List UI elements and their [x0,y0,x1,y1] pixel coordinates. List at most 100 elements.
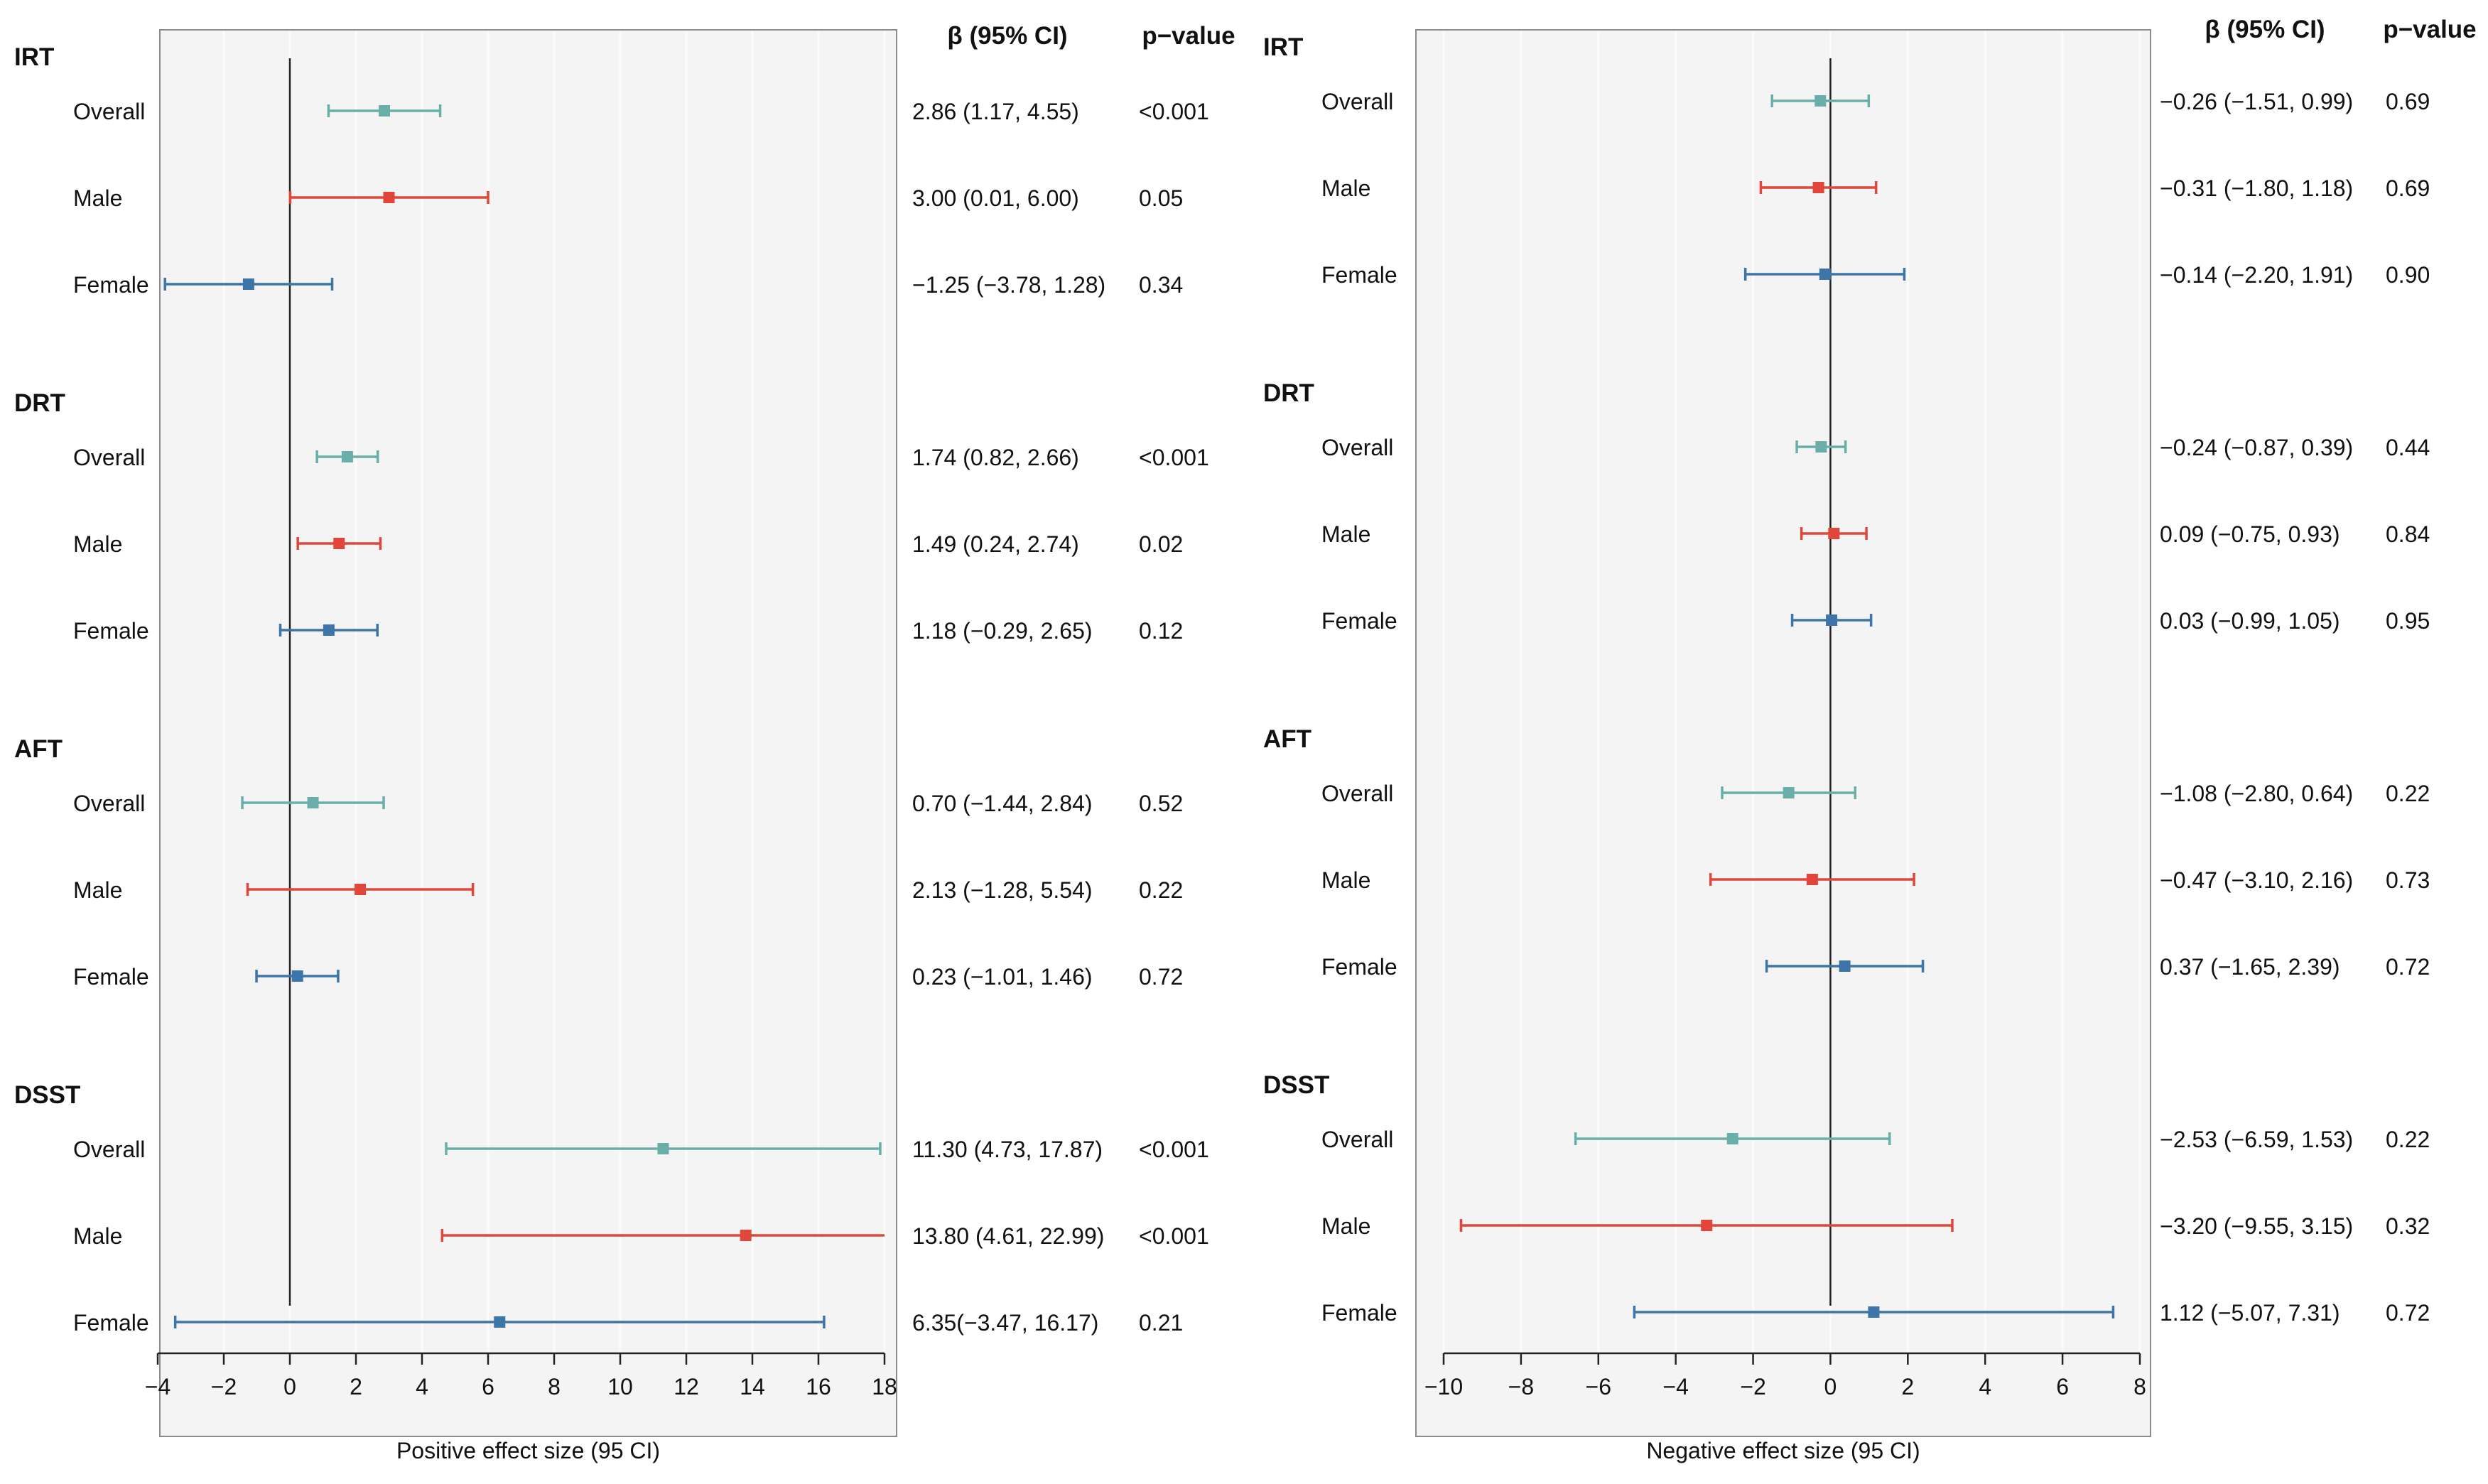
row-label: Overall [73,445,145,470]
point-estimate [341,451,353,462]
point-estimate [1868,1306,1880,1318]
forest-row-dsst-male: Male −3.20 (−9.55, 3.15) 0.32 [1321,1213,2430,1239]
forest-row-dsst-overall: Overall 11.30 (4.73, 17.87) <0.001 [73,1137,1209,1162]
plot-panel-background [159,29,897,1437]
forest-row-dsst-female: Female 1.12 (−5.07, 7.31) 0.72 [1321,1300,2430,1326]
p-value-text: 0.52 [1139,791,1183,816]
point-estimate [323,624,335,636]
beta-ci-text: 2.13 (−1.28, 5.54) [912,877,1093,903]
p-value-text: 0.44 [2386,435,2430,460]
point-estimate [1826,614,1838,626]
x-tick-label: −8 [1508,1374,1534,1399]
p-value-text: 0.90 [2386,262,2430,288]
p-value-text: 0.32 [2386,1213,2430,1239]
row-label: Female [1321,262,1397,288]
forest-row-drt-overall: Overall 1.74 (0.82, 2.66) <0.001 [73,445,1209,470]
x-tick-label: 10 [607,1374,633,1399]
beta-ci-text: 11.30 (4.73, 17.87) [912,1137,1103,1162]
point-estimate [242,278,254,290]
forest-row-aft-male: Male 2.13 (−1.28, 5.54) 0.22 [73,877,1183,903]
group-label-aft: AFT [1263,725,1311,753]
group-label-drt: DRT [14,389,65,417]
forest-row-irt-overall: Overall 2.86 (1.17, 4.55) <0.001 [73,99,1209,124]
p-value-text: 0.05 [1139,185,1183,211]
row-label: Male [1321,175,1370,201]
point-estimate [657,1143,669,1154]
p-value-text: 0.72 [1139,964,1183,990]
beta-ci-text: −1.25 (−3.78, 1.28) [912,272,1105,298]
group-label-irt: IRT [1263,33,1303,61]
x-tick-label: 0 [1824,1374,1837,1399]
group-label-dsst: DSST [14,1081,80,1109]
beta-ci-text: −2.53 (−6.59, 1.53) [2160,1127,2353,1152]
beta-ci-text: −0.31 (−1.80, 1.18) [2160,175,2353,201]
forest-panel-positive: −4 −2 0 2 4 6 8 10 12 14 16 18 Positive effect size … [14,22,1235,1463]
point-estimate [333,538,345,549]
row-label: Overall [1321,435,1393,460]
beta-ci-text: 3.00 (0.01, 6.00) [912,185,1079,211]
x-tick-label: 6 [2056,1374,2069,1399]
row-label: Overall [1321,89,1393,114]
x-tick-label: 18 [872,1374,897,1399]
row-label: Male [1321,1213,1370,1239]
point-estimate [1783,787,1795,798]
p-value-text: 0.72 [2386,954,2430,980]
row-label: Female [1321,954,1397,980]
x-tick-label: 2 [1901,1374,1914,1399]
beta-ci-text: 13.80 (4.61, 22.99) [912,1223,1104,1249]
p-value-text: 0.02 [1139,531,1183,557]
beta-ci-text: 1.18 (−0.29, 2.65) [912,618,1093,644]
p-value-text: 0.12 [1139,618,1183,644]
beta-ci-text: 1.49 (0.24, 2.74) [912,531,1079,557]
beta-ci-text: 1.74 (0.82, 2.66) [912,445,1079,470]
point-estimate [1806,874,1818,885]
row-label: Female [73,272,149,298]
p-value-text: 0.21 [1139,1310,1183,1336]
beta-ci-text: 2.86 (1.17, 4.55) [912,99,1079,124]
x-axis-label: Positive effect size (95 CI) [396,1438,660,1463]
row-label: Overall [73,791,145,816]
p-value-text: 0.73 [2386,867,2430,893]
point-estimate [1812,182,1824,193]
row-label: Male [1321,521,1370,547]
beta-ci-text: −0.47 (−3.10, 2.16) [2160,867,2353,893]
point-estimate [1814,95,1827,107]
forest-row-irt-female: Female −0.14 (−2.20, 1.91) 0.90 [1321,262,2430,288]
forest-row-aft-male: Male −0.47 (−3.10, 2.16) 0.73 [1321,867,2430,893]
p-value-text: 0.34 [1139,272,1183,298]
beta-ci-text: 6.35(−3.47, 16.17) [912,1310,1098,1336]
point-estimate [1819,269,1831,280]
x-tick-label: 2 [350,1374,362,1399]
forest-row-aft-overall: Overall −1.08 (−2.80, 0.64) 0.22 [1321,781,2430,806]
x-tick-label: 16 [806,1374,831,1399]
group-label-drt: DRT [1263,379,1314,407]
forest-row-dsst-overall: Overall −2.53 (−6.59, 1.53) 0.22 [1321,1127,2430,1152]
x-tick-label: 12 [674,1374,699,1399]
x-tick-label: −10 [1424,1374,1463,1399]
forest-panel-negative: −10 −8 −6 −4 −2 0 2 4 6 8 Negative effect size (95… [1263,16,2477,1463]
row-label: Female [73,618,149,644]
x-tick-label: −2 [1740,1374,1765,1399]
p-value-text: 0.72 [2386,1300,2430,1326]
row-label: Male [73,531,122,557]
point-estimate [355,884,367,895]
forest-row-aft-female: Female 0.23 (−1.01, 1.46) 0.72 [73,964,1183,990]
p-value-text: <0.001 [1139,445,1209,470]
x-tick-label: 4 [416,1374,428,1399]
beta-ci-text: 0.03 (−0.99, 1.05) [2160,608,2340,634]
point-estimate [494,1316,506,1328]
column-header-p-value: p−value [1142,22,1235,50]
row-label: Female [73,964,149,990]
point-estimate [383,192,395,203]
group-label-dsst: DSST [1263,1071,1329,1099]
beta-ci-text: 1.12 (−5.07, 7.31) [2160,1300,2340,1326]
forest-row-dsst-female: Female 6.35(−3.47, 16.17) 0.21 [73,1310,1183,1336]
beta-ci-text: 0.70 (−1.44, 2.84) [912,791,1093,816]
beta-ci-text: 0.37 (−1.65, 2.39) [2160,954,2340,980]
beta-ci-text: 0.09 (−0.75, 0.93) [2160,521,2340,547]
plot-panel-background [1415,29,2151,1437]
p-value-text: 0.22 [1139,877,1183,903]
point-estimate [1815,441,1827,453]
x-tick-label: 6 [482,1374,494,1399]
